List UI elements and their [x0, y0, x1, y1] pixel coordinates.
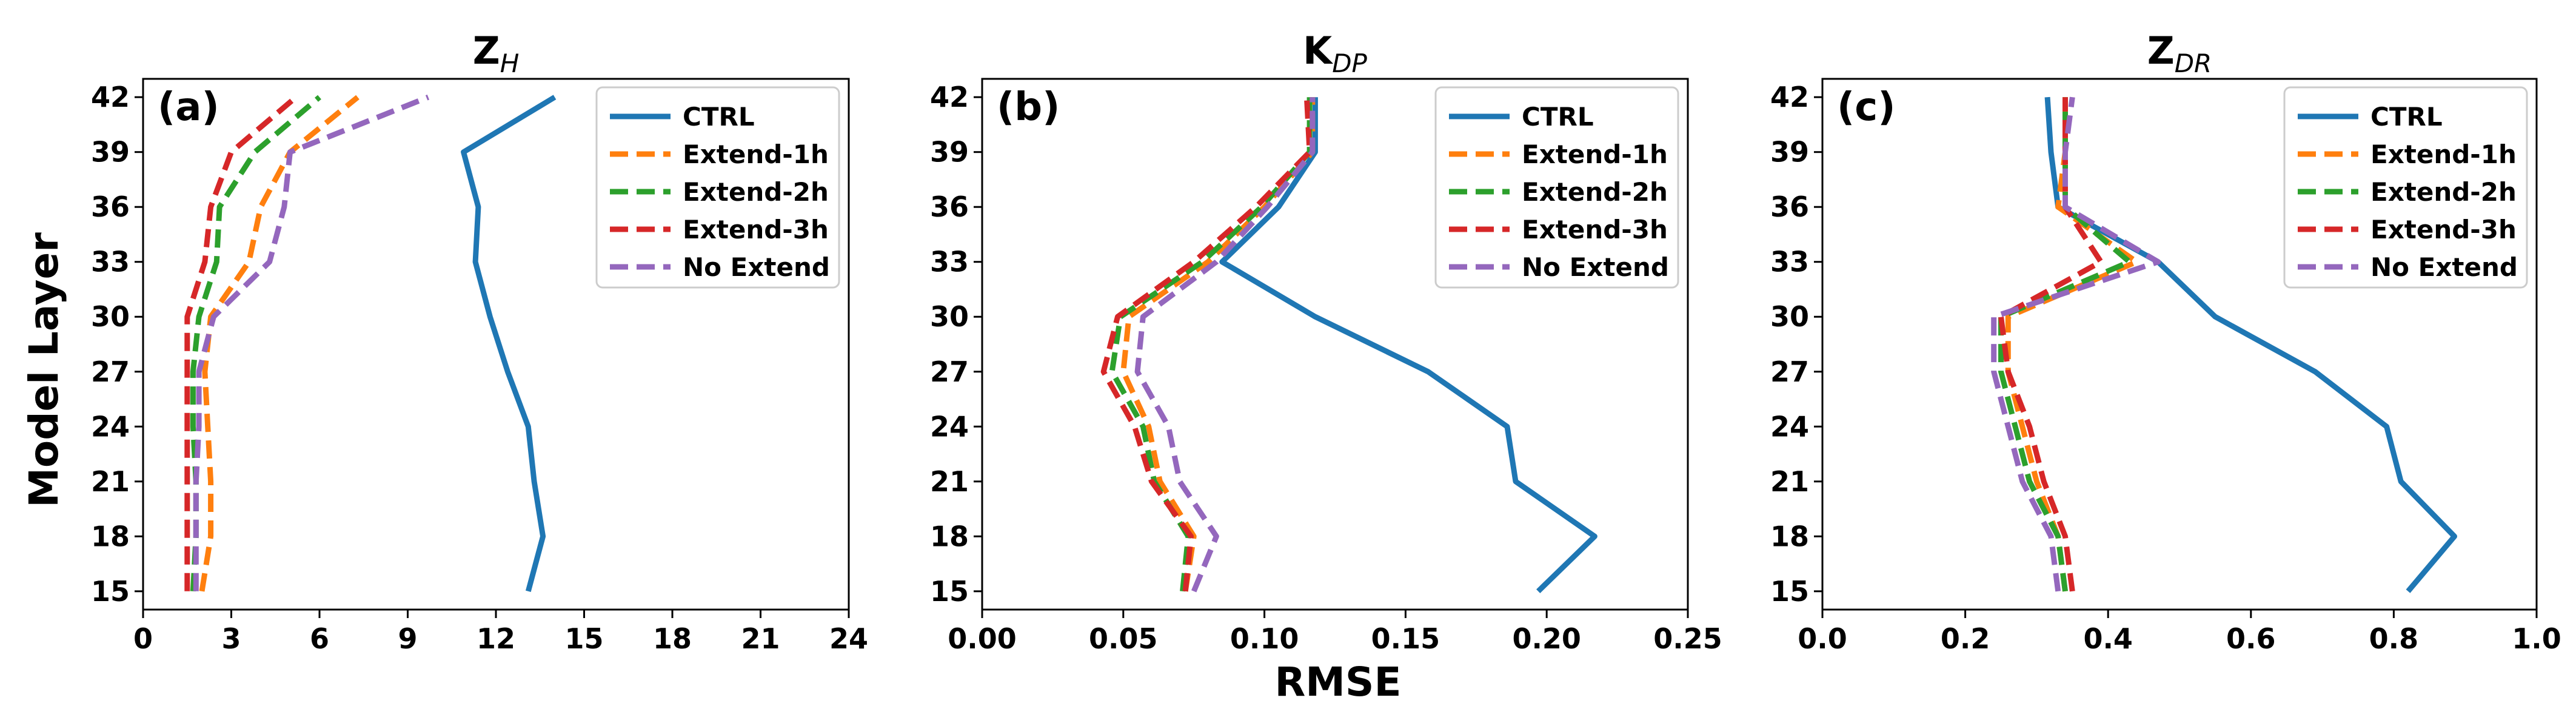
- y-tick-label: 39: [91, 136, 130, 169]
- series-line-no-extend: [1134, 97, 1316, 593]
- plot-frame: [981, 78, 1689, 611]
- x-tick-label: 0.8: [2369, 622, 2419, 655]
- panel-kdp: 15 18 21 24 27 30 33 36 39 42 0.00 0.05 0.10 0.15 0.20…: [930, 29, 1722, 655]
- legend-label: No Extend: [1522, 252, 1669, 282]
- plot-frame: [1821, 78, 2538, 611]
- y-tick-label: 33: [1770, 246, 1809, 278]
- x-tick-label: 1.0: [2512, 622, 2561, 655]
- series-line-extend-1h: [2005, 97, 2139, 592]
- series-line-no-extend: [1991, 96, 2161, 592]
- y-tick-label: 42: [930, 81, 969, 113]
- legend-label: Extend-1h: [2370, 140, 2517, 169]
- panel-tag: (b): [997, 85, 1060, 130]
- x-tick-label: 9: [398, 622, 417, 655]
- x-tick-label: 18: [653, 622, 692, 655]
- x-tick-label: 21: [741, 622, 780, 655]
- x-tick-label: 0.4: [2083, 622, 2133, 655]
- legend-label: Extend-2h: [2370, 177, 2517, 207]
- x-tick-label: 0.25: [1653, 622, 1722, 655]
- y-axis-label: Model Layer: [21, 232, 67, 508]
- x-tick-label: 0.0: [1798, 622, 1847, 655]
- legend-box: [595, 86, 840, 289]
- y-tick-label: 27: [930, 355, 969, 388]
- legend-label: Extend-3h: [2370, 215, 2517, 244]
- y-tick-label: 30: [1770, 300, 1809, 333]
- y-tick-label: 18: [91, 520, 130, 553]
- legend-label: Extend-3h: [1522, 215, 1668, 244]
- y-tick-label: 36: [91, 190, 130, 223]
- panel-title: ZDR: [2147, 29, 2212, 78]
- x-tick-label: 3: [221, 622, 241, 655]
- panel-tag: (a): [158, 85, 219, 130]
- x-tick-label: 15: [564, 622, 603, 655]
- y-tick-label: 39: [1770, 136, 1809, 169]
- x-tick-label: 6: [310, 622, 329, 655]
- series-line-extend-3h: [1100, 96, 1313, 592]
- y-tick-label: 39: [930, 136, 969, 169]
- y-tick-label: 42: [1770, 81, 1809, 113]
- y-tick-label: 21: [91, 465, 130, 498]
- y-tick-label: 30: [91, 300, 130, 333]
- x-axis-label: RMSE: [1274, 659, 1401, 705]
- legend-label: No Extend: [683, 252, 830, 282]
- x-tick-label: 0: [133, 622, 153, 655]
- legend-label: CTRL: [1522, 102, 1594, 132]
- y-tick-label: 15: [1770, 575, 1809, 608]
- series-line-extend-2h: [190, 95, 321, 592]
- legend-label: Extend-3h: [683, 215, 829, 244]
- y-tick-label: 33: [91, 246, 130, 278]
- x-tick-label: 0.2: [1941, 622, 1990, 655]
- x-tick-label: 0.6: [2226, 622, 2276, 655]
- x-tick-label: 0.10: [1230, 622, 1299, 655]
- y-tick-label: 27: [1770, 355, 1809, 388]
- legend-label: No Extend: [2370, 252, 2518, 282]
- y-tick-label: 27: [91, 355, 130, 388]
- series-line-ctrl: [2044, 96, 2457, 593]
- legend-label: Extend-2h: [1522, 177, 1668, 207]
- series-line-extend-3h: [184, 95, 298, 591]
- y-tick-label: 18: [1770, 520, 1809, 553]
- legend-label: Extend-1h: [683, 140, 829, 169]
- panel-title: KDP: [1303, 29, 1367, 78]
- y-tick-label: 30: [930, 300, 969, 333]
- series-line-ctrl: [461, 95, 557, 592]
- y-tick-label: 15: [930, 575, 969, 608]
- series-line-extend-1h: [1120, 97, 1316, 592]
- y-tick-label: 15: [91, 575, 130, 608]
- y-tick-label: 21: [1770, 465, 1809, 498]
- x-tick-label: 0.15: [1371, 622, 1440, 655]
- x-tick-label: 0.05: [1089, 622, 1158, 655]
- legend-box: [1434, 86, 1679, 289]
- y-tick-label: 21: [930, 465, 969, 498]
- y-tick-label: 33: [930, 246, 969, 278]
- legend-box: [2283, 86, 2528, 289]
- y-tick-label: 18: [930, 520, 969, 553]
- panel-zdr: 15 18 21 24 27 30 33 36 39 42 0.0 0.2 0.4 0.6 0.8 1.0 ZD…: [1770, 29, 2561, 655]
- panel-title: ZH: [473, 29, 520, 78]
- y-tick-label: 36: [1770, 190, 1809, 223]
- y-tick-label: 24: [91, 410, 130, 443]
- legend-label: Extend-2h: [683, 177, 829, 207]
- series-line-no-extend: [193, 95, 430, 591]
- series-line-extend-1h: [199, 95, 360, 592]
- x-tick-label: 0.20: [1512, 622, 1581, 655]
- panel-tag: (c): [1837, 85, 1895, 130]
- y-tick-label: 24: [1770, 410, 1809, 443]
- y-tick-label: 24: [930, 410, 969, 443]
- x-tick-label: 0.00: [948, 622, 1017, 655]
- legend-label: Extend-1h: [1522, 140, 1668, 169]
- legend-label: CTRL: [2370, 102, 2443, 132]
- legend-label: CTRL: [683, 102, 755, 132]
- x-tick-label: 12: [477, 622, 515, 655]
- y-tick-label: 36: [930, 190, 969, 223]
- x-tick-label: 24: [829, 622, 868, 655]
- y-tick-label: 42: [91, 81, 130, 113]
- series-line-ctrl: [1219, 97, 1597, 594]
